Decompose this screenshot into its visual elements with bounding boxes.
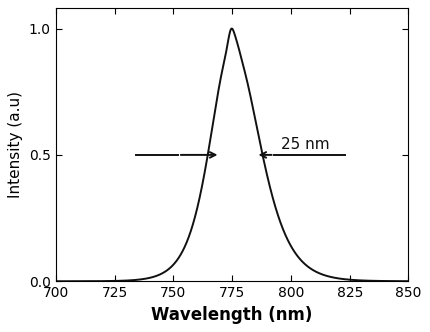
Y-axis label: Intensity (a.u): Intensity (a.u)	[8, 91, 23, 198]
X-axis label: Wavelength (nm): Wavelength (nm)	[151, 306, 313, 324]
Text: 25 nm: 25 nm	[282, 137, 330, 152]
